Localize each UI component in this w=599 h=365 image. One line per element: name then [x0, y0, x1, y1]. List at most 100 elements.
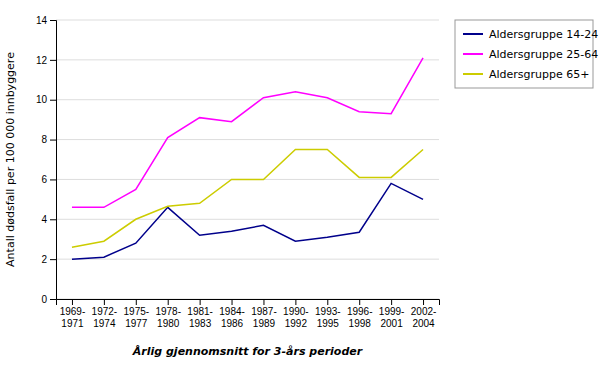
y-tick-label: 0 [41, 294, 47, 305]
grid-line [56, 20, 439, 21]
x-tick-label-line: 1971 [61, 318, 84, 329]
x-tick-mark [391, 299, 392, 305]
x-axis-title: Årlig gjennomsnitt for 3-års perioder [132, 345, 363, 358]
y-tick-mark [50, 299, 56, 300]
legend-item: Aldersgruppe 25-64 [463, 48, 598, 61]
y-tick-mark [50, 179, 56, 180]
y-axis-title: Antall dødsfall per 100 000 innbyggere [4, 52, 17, 267]
chart: 024681012141969-19711972-19741975-197719… [0, 0, 599, 365]
x-tick-label-line: 1987- [251, 306, 277, 317]
x-tick-mark [359, 299, 360, 305]
x-tick: 1984-1986 [219, 299, 245, 329]
y-tick-label: 6 [41, 174, 47, 185]
lines [72, 58, 423, 259]
x-tick-label: 1978-1980 [155, 306, 181, 329]
x-tick-label: 1999-2001 [379, 306, 405, 329]
x-tick-label: 1984-1986 [219, 306, 245, 329]
x-tick-label-line: 1996- [347, 306, 373, 317]
x-tick-mark [168, 299, 169, 305]
x-tick-label-line: 2001 [381, 318, 404, 329]
y-tick-label: 2 [41, 254, 47, 265]
x-tick-label: 1996-1998 [347, 306, 373, 329]
x-tick-label-line: 1998 [349, 318, 372, 329]
x-tick-mark [423, 299, 424, 305]
legend-swatch [463, 73, 483, 75]
x-axis-line [57, 300, 440, 306]
y-tick: 12 [36, 55, 56, 66]
y-axis: 0 2 4 6 8 10 12 14 [36, 15, 57, 305]
x-tick-label: 1975-1977 [124, 306, 150, 329]
x-tick-label-line: 1978- [155, 306, 181, 317]
x-tick-label: 1990-1992 [283, 306, 309, 329]
y-tick: 4 [41, 214, 56, 225]
x-tick: 1999-2001 [379, 299, 405, 329]
x-tick-mark [295, 299, 296, 305]
y-tick: 2 [41, 254, 56, 265]
line [72, 150, 423, 248]
y-tick-label: 4 [41, 214, 47, 225]
legend-item: Aldersgruppe 14-24 [463, 28, 598, 41]
legend-swatch [463, 33, 483, 35]
x-tick-label: 1993-1995 [315, 306, 341, 329]
x-tick: 1975-1977 [124, 299, 150, 329]
x-tick: 1981-1983 [187, 299, 213, 329]
x-tick-label-line: 2004 [412, 318, 435, 329]
x-tick-mark [104, 299, 105, 305]
legend-label: Aldersgruppe 25-64 [489, 48, 598, 61]
legend: Aldersgruppe 14-24 Aldersgruppe 25-64 Alde… [455, 20, 598, 88]
x-tick-mark [136, 299, 137, 305]
y-tick-mark [50, 100, 56, 101]
y-tick-label: 10 [36, 94, 48, 105]
x-tick-mark [72, 299, 73, 305]
x-tick: 1987-1989 [251, 299, 277, 329]
legend-label: Aldersgruppe 14-24 [489, 28, 598, 41]
x-tick-label-line: 1995 [317, 318, 340, 329]
grid-line [56, 59, 439, 60]
legend-label: Aldersgruppe 65+ [489, 68, 590, 81]
x-tick: 1996-1998 [347, 299, 373, 329]
x-tick-label: 1969-1971 [60, 306, 86, 329]
grid-line [56, 259, 439, 260]
grid-line [56, 139, 439, 140]
legend-swatch [463, 53, 483, 55]
x-tick-label-line: 1983 [189, 318, 212, 329]
y-tick: 14 [36, 15, 56, 26]
legend-item: Aldersgruppe 65+ [463, 68, 590, 81]
x-tick-label: 2002-2004 [411, 306, 437, 329]
x-tick-label-line: 1975- [124, 306, 150, 317]
x-tick-label-line: 1986 [221, 318, 244, 329]
x-tick-mark [327, 299, 328, 305]
x-tick: 1990-1992 [283, 299, 309, 329]
x-tick-label: 1972-1974 [92, 306, 118, 329]
x-tick-label-line: 1974 [93, 318, 116, 329]
x-tick-label-line: 1981- [187, 306, 213, 317]
x-tick-label-line: 1990- [283, 306, 309, 317]
y-tick-mark [50, 20, 56, 21]
y-tick: 8 [41, 134, 56, 145]
x-tick: 2002-2004 [411, 299, 437, 329]
y-tick-mark [50, 219, 56, 220]
x-tick-mark [200, 299, 201, 305]
y-tick-mark [50, 60, 56, 61]
x-tick-label-line: 1977 [125, 318, 148, 329]
y-tick-label: 12 [36, 55, 48, 66]
x-tick-mark [263, 299, 264, 305]
x-tick-label-line: 1989 [253, 318, 276, 329]
line [72, 183, 423, 259]
x-tick-mark [232, 299, 233, 305]
grid-line [56, 99, 439, 100]
x-tick-label: 1987-1989 [251, 306, 277, 329]
y-tick-mark [50, 259, 56, 260]
x-tick: 1978-1980 [155, 299, 181, 329]
x-tick-label-line: 1993- [315, 306, 341, 317]
x-tick-label-line: 2002- [411, 306, 437, 317]
x-tick-label-line: 1992 [285, 318, 308, 329]
x-tick-label-line: 1972- [92, 306, 118, 317]
grid-line [56, 219, 439, 220]
y-tick: 0 [41, 294, 56, 305]
y-tick-label: 14 [36, 15, 48, 26]
y-tick: 10 [36, 94, 56, 105]
x-tick: 1972-1974 [92, 299, 118, 329]
x-tick-label-line: 1980 [157, 318, 180, 329]
x-tick: 1969-1971 [60, 299, 86, 329]
